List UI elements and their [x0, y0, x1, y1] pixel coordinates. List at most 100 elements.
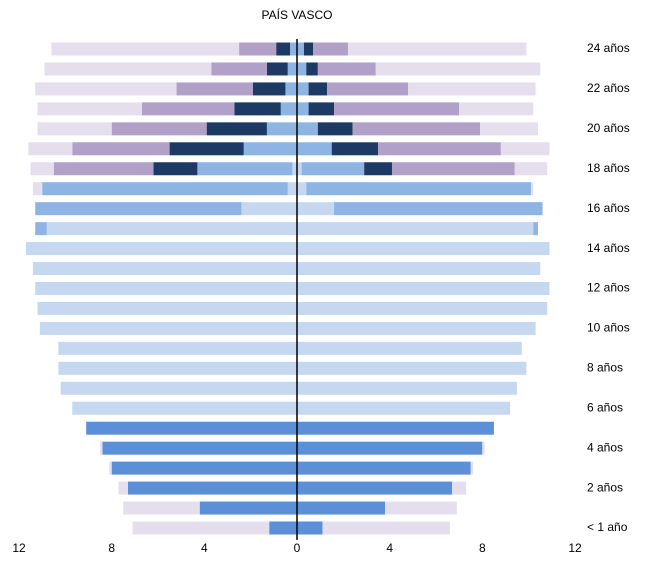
bar-segment: [334, 102, 460, 116]
y-tick-label: 12 años: [587, 281, 630, 295]
bar-segment: [199, 501, 297, 515]
bar-segment: [72, 401, 298, 415]
bar-segment: [530, 182, 534, 196]
bar-segment: [297, 461, 471, 475]
bar-segment: [102, 441, 298, 455]
bar-segment: [285, 82, 297, 96]
bar-segment: [58, 361, 298, 375]
bar-segment: [533, 222, 538, 236]
bar-segment: [25, 242, 297, 256]
bar-segment: [44, 62, 212, 76]
bar-segment: [308, 102, 335, 116]
bar-segment: [322, 521, 450, 535]
bar-segment: [482, 441, 485, 455]
bar-segment: [118, 481, 128, 495]
bar-segment: [111, 461, 298, 475]
bar-segment: [297, 102, 309, 116]
bar-segment: [297, 62, 307, 76]
bar-segment: [35, 82, 177, 96]
bar-segment: [123, 501, 200, 515]
y-tick-label: 24 años: [587, 41, 630, 55]
y-tick-label: 22 años: [587, 81, 630, 95]
bar-segment: [378, 142, 501, 156]
bar-segment: [280, 102, 297, 116]
bar-segment: [297, 341, 522, 355]
bar-segment: [459, 102, 534, 116]
bar-segment: [514, 162, 548, 176]
bar-segment: [303, 42, 314, 56]
bar-segment: [32, 182, 43, 196]
bar-segment: [239, 42, 277, 56]
bar-segment: [327, 82, 409, 96]
bar-segment: [297, 441, 483, 455]
bar-segment: [297, 321, 536, 335]
bar-segment: [252, 82, 286, 96]
bar-segment: [452, 481, 467, 495]
bar-segment: [297, 421, 494, 435]
bar-segment: [109, 461, 112, 475]
bar-segment: [297, 222, 534, 236]
y-tick-label: 8 años: [587, 361, 623, 375]
bar-segment: [297, 521, 323, 535]
bar-segment: [32, 262, 298, 276]
bar-segment: [297, 381, 518, 395]
chart-title: PAÍS VASCO: [262, 7, 333, 22]
bar-segment: [234, 102, 281, 116]
bar-segment: [331, 142, 379, 156]
bar-segment: [37, 102, 142, 116]
bar-segment: [46, 222, 297, 236]
bar-segment: [470, 461, 474, 475]
bar-segment: [206, 122, 267, 136]
bar-segment: [297, 501, 386, 515]
bar-segment: [297, 301, 548, 315]
y-tick-label: 16 años: [587, 201, 630, 215]
bar-segment: [334, 202, 543, 216]
bar-segment: [132, 521, 270, 535]
bar-segment: [58, 341, 298, 355]
bar-segment: [60, 381, 298, 395]
bar-segment: [297, 262, 541, 276]
x-tick-label: 12: [12, 541, 26, 555]
bar-segment: [141, 102, 235, 116]
bar-segment: [313, 42, 348, 56]
bar-segment: [30, 162, 54, 176]
bar-segment: [127, 481, 297, 495]
bar-segment: [292, 162, 297, 176]
bar-segment: [375, 62, 541, 76]
bar-segment: [347, 42, 527, 56]
bar-segment: [408, 82, 536, 96]
bar-segment: [266, 62, 288, 76]
bar-segment: [308, 82, 328, 96]
bar-segment: [297, 282, 550, 295]
x-tick-label: 4: [386, 541, 393, 555]
bar-segment: [176, 82, 253, 96]
bar-segment: [297, 361, 527, 375]
bar-segment: [42, 182, 288, 196]
bar-segment: [53, 162, 154, 176]
bar-segment: [301, 162, 365, 176]
x-tick-label: 4: [201, 541, 208, 555]
bar-segment: [297, 481, 453, 495]
bar-segment: [276, 42, 291, 56]
y-tick-label: 4 años: [587, 440, 623, 454]
bar-segment: [352, 122, 481, 136]
bar-segment: [269, 521, 297, 535]
bar-segment: [51, 42, 240, 56]
bar-segment: [39, 321, 297, 335]
bar-segment: [297, 162, 302, 176]
bar-segment: [385, 501, 457, 515]
bar-segment: [243, 142, 297, 156]
bar-segment: [287, 62, 297, 76]
bar-segment: [37, 122, 112, 136]
bar-segment: [297, 182, 307, 196]
bar-segment: [317, 62, 376, 76]
x-tick-label: 12: [568, 541, 582, 555]
bar-segment: [500, 142, 550, 156]
bar-segment: [241, 202, 297, 216]
bar-segment: [297, 142, 332, 156]
y-tick-label: 14 años: [587, 241, 630, 255]
bar-segment: [197, 162, 293, 176]
bar-segment: [153, 162, 198, 176]
bar-segment: [297, 242, 550, 256]
